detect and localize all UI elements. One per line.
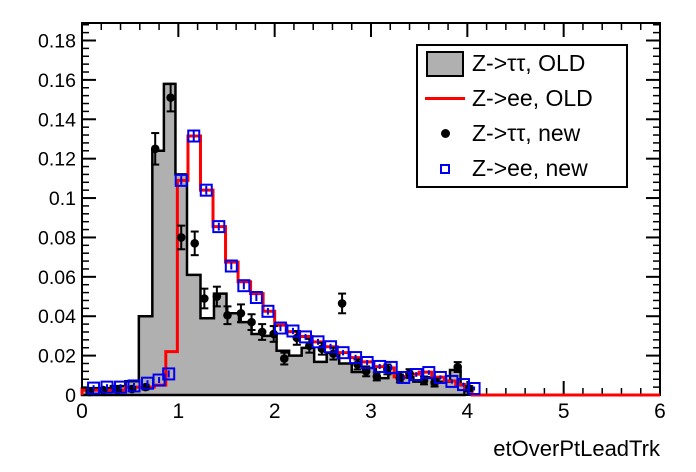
y-tick-label: 0.1 [49,188,76,210]
black-circle-marker [223,310,232,320]
black-circle-marker [200,294,209,303]
legend-item-zee-old: Z->ee, OLD [418,81,626,116]
black-circle-marker [280,354,289,363]
y-tick-label: 0.12 [38,149,76,171]
y-tick-label: 0.02 [38,346,76,368]
y-tick-label: 0 [65,385,76,407]
legend-label: Z->ττ, new [472,120,581,146]
y-tick-label: 0.06 [38,267,76,289]
y-tick-label: 0.18 [38,31,76,53]
blue-square-marker [174,173,188,187]
blue-square-marker [100,380,114,394]
blue-square-marker [199,183,213,197]
blue-square-marker [384,360,398,374]
axis-ticks [81,23,661,396]
blue-square-marker [336,346,350,360]
blue-square-marker [311,335,325,349]
legend-item-zee-new: Z->ee, new [418,151,626,186]
blue-square-marker [273,321,287,335]
black-circle-marker [190,239,200,248]
black-circle-marker [236,308,246,318]
legend-label: Z->ττ, OLD [472,50,586,76]
black-circle-marker [372,372,382,381]
y-tick-label: 0.04 [38,306,76,328]
blue-square-marker [224,259,238,273]
blue-square-marker [127,379,141,393]
x-tick-label: 2 [269,400,281,423]
blue-points [87,129,481,396]
black-circle-marker [150,144,160,154]
black-circle-marker [212,292,222,301]
x-tick-label: 1 [172,400,184,423]
blue-square-marker [360,356,374,370]
blue-square-marker [162,367,176,381]
blue-square-marker [261,304,275,318]
x-tick-labels: 0 1 2 3 4 5 6 [76,400,666,423]
blue-square-marker [286,324,300,338]
red-line-swatch [425,97,465,100]
blue-square-marker [467,382,481,396]
gray-filled-box-swatch [426,50,464,77]
x-tick-label: 5 [558,400,570,423]
legend-item-ztt-old: Z->ττ, OLD [418,46,626,81]
x-axis-title: etOverPtLeadTrk [493,436,660,461]
black-circle-marker [305,341,314,351]
blue-square-marker [397,370,411,384]
y-tick-labels: 0 0.02 0.04 0.06 0.08 0.1 0.12 0.14 0.16 0.18 [38,31,76,408]
y-tick-label: 0.16 [38,70,76,92]
black-circle-marker [166,93,175,102]
blue-square-marker [187,129,201,143]
black-circle-marker [257,327,267,337]
blue-square-marker [249,291,263,305]
blue-square-marker [114,380,128,394]
y-tick-label: 0.08 [38,227,76,249]
x-tick-label: 0 [76,400,88,423]
blue-square-marker [87,381,101,395]
black-circle-marker [361,367,371,376]
black-circle-marker-swatch [440,129,450,138]
blue-square-marker [298,330,312,344]
black-circle-marker [176,233,186,242]
legend-item-ztt-new: Z->ττ, new [418,116,626,151]
x-tick-label: 4 [461,400,473,423]
black-circle-marker [337,299,347,308]
black-circle-marker [453,362,463,372]
blue-square-marker [212,220,226,234]
blue-square-marker [409,368,423,382]
blue-square-marker [324,340,338,354]
legend: Z->ττ, OLD Z->ee, OLD Z->ττ, new Z->ee, … [416,44,628,188]
x-tick-label: 6 [654,400,666,423]
x-tick-label: 3 [365,400,377,423]
legend-label: Z->ee, OLD [472,85,593,111]
y-tick-label: 0.14 [38,109,76,131]
gray-histogram [80,82,466,397]
black-circle-marker [247,317,256,327]
blue-square-marker [237,279,251,293]
blue-open-square-marker-swatch [440,163,450,174]
legend-label: Z->ee, new [472,155,588,181]
